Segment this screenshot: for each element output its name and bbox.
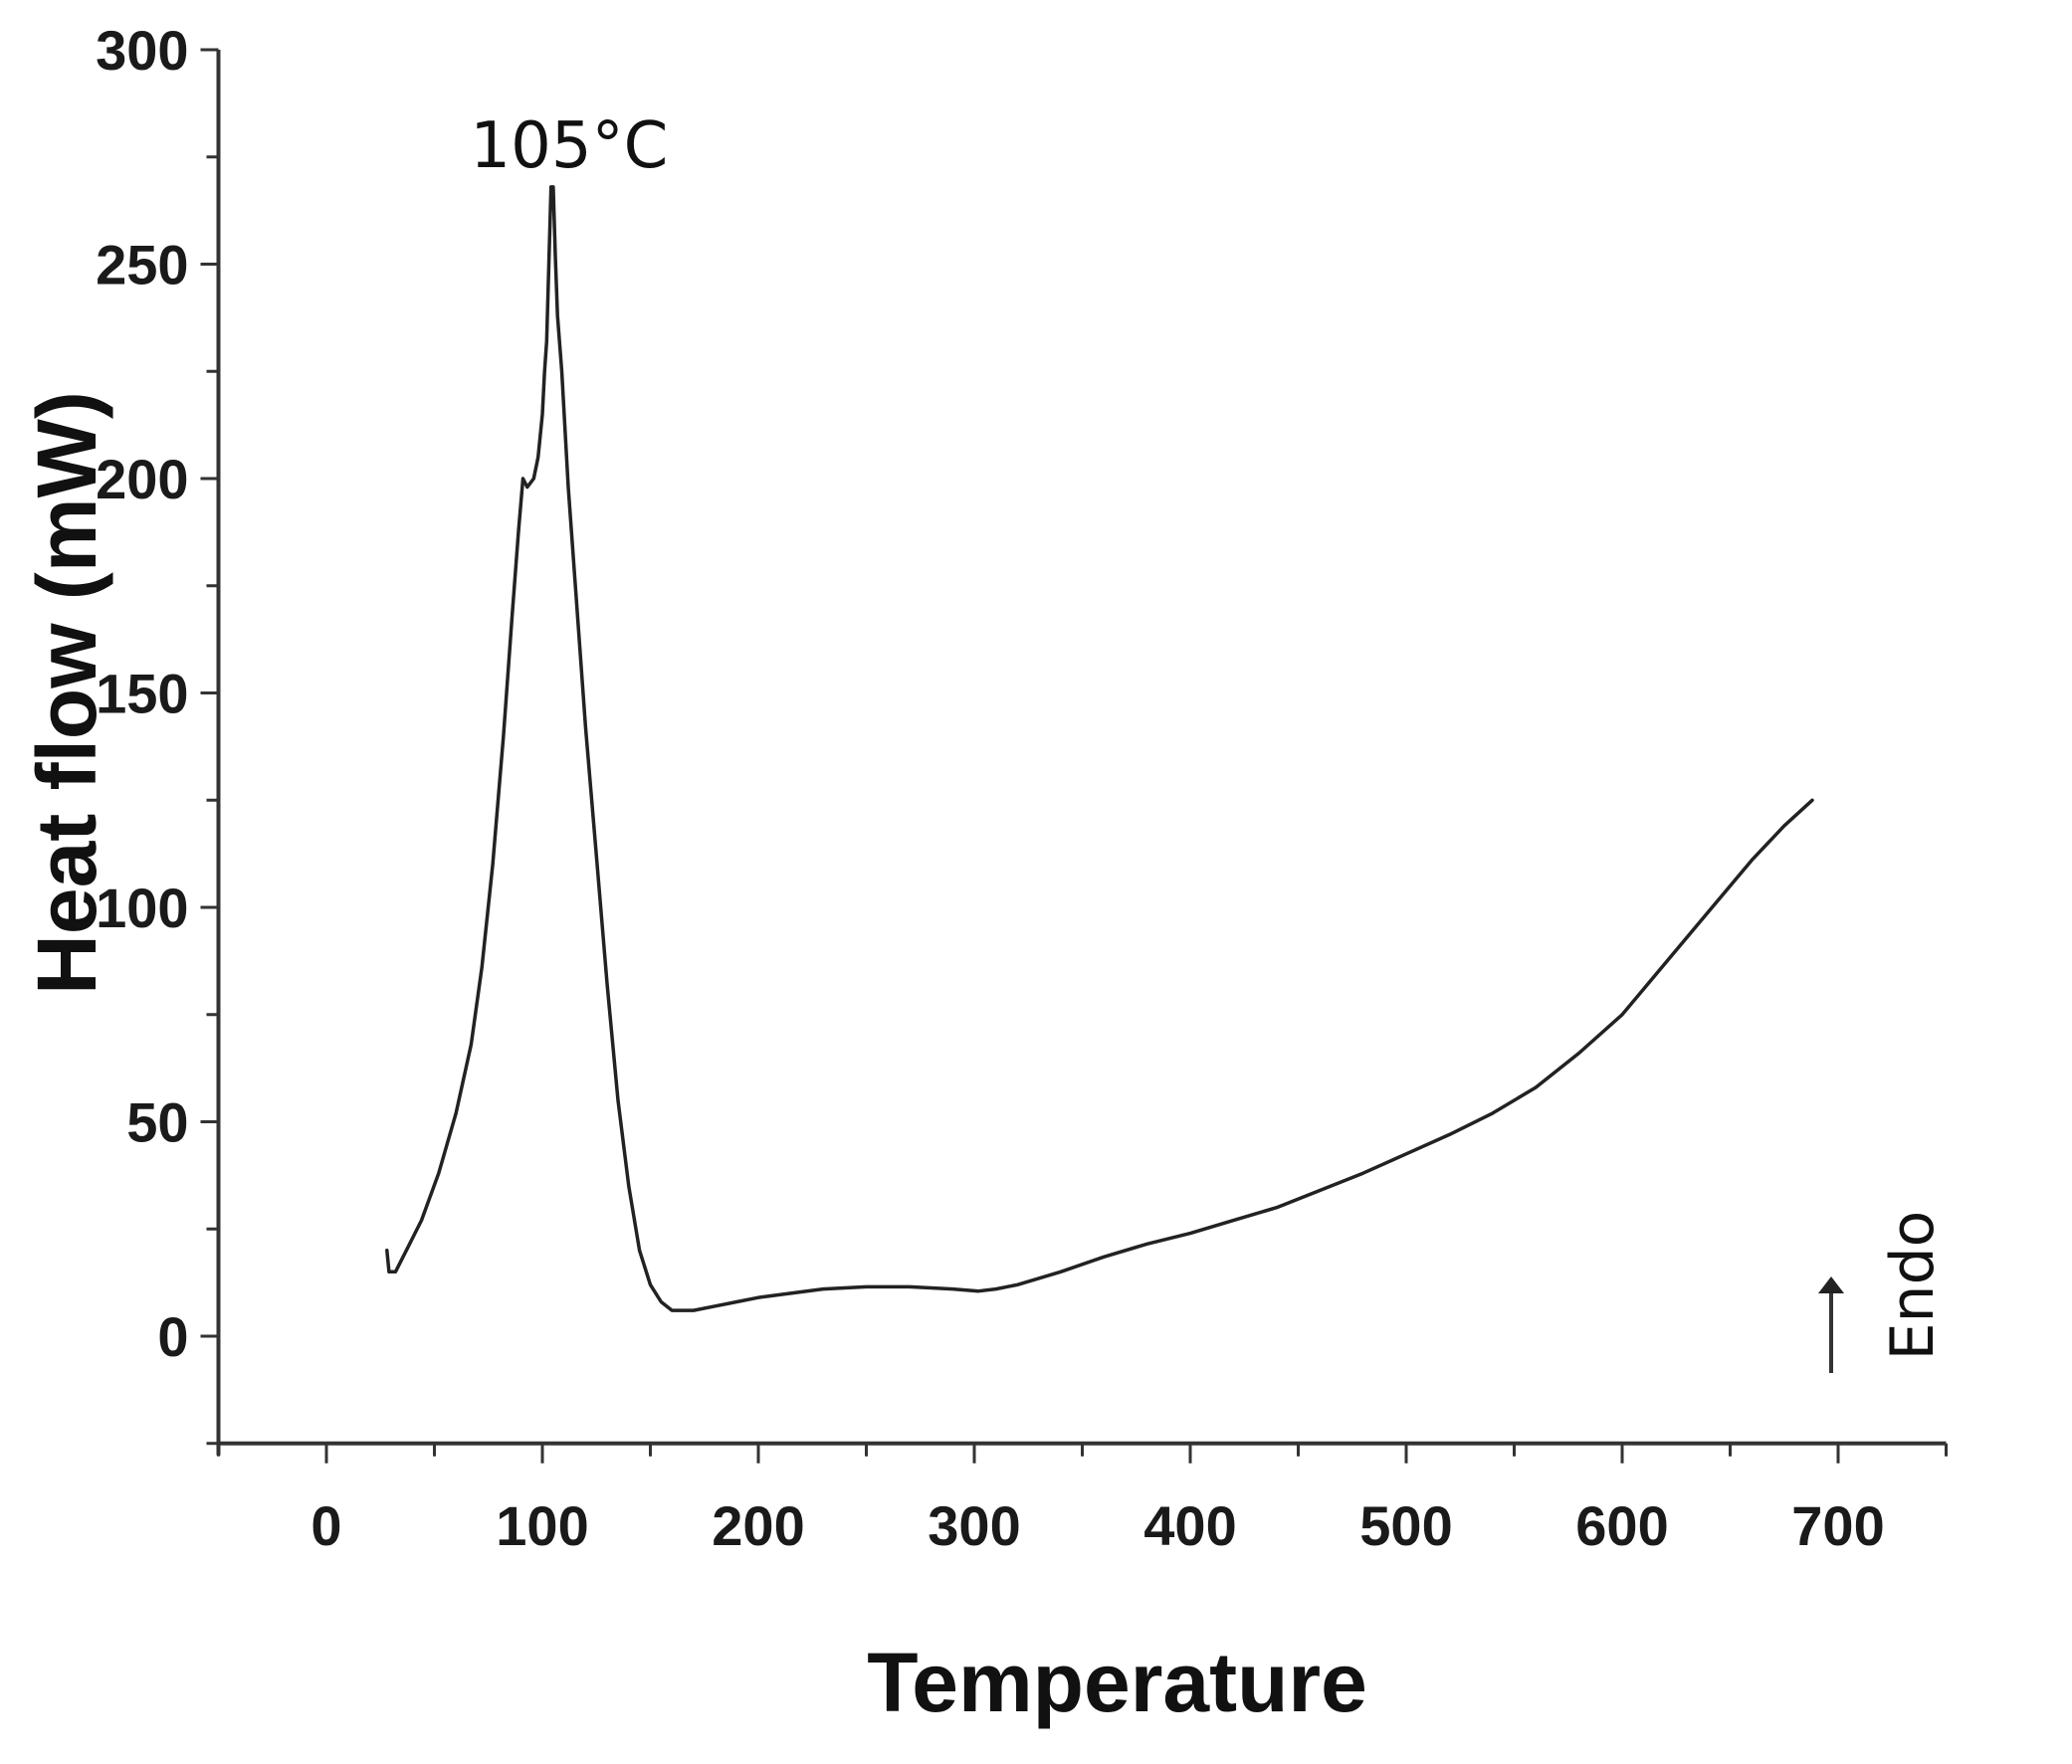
x-tick-label: 200	[712, 1494, 804, 1557]
peak-annotation: 105°C	[470, 109, 668, 183]
x-tick-label: 700	[1791, 1494, 1884, 1557]
y-tick-label: 150	[96, 663, 188, 725]
y-tick-label: 250	[96, 234, 188, 296]
y-tick-label: 50	[126, 1091, 188, 1154]
endo-arrow-head-icon	[1818, 1276, 1844, 1293]
y-tick-label: 100	[96, 877, 188, 939]
x-axis-title: Temperature	[867, 1636, 1367, 1729]
x-tick-label: 300	[928, 1494, 1020, 1557]
y-axis-ticks	[200, 48, 219, 1446]
x-tick-label: 400	[1143, 1494, 1236, 1557]
axes	[216, 50, 1947, 1456]
endo-label: Endo	[1878, 1211, 1948, 1361]
x-axis-ticks	[217, 1443, 1948, 1464]
y-axis-tick-labels: 0 50 100 150 200 250 300	[96, 19, 188, 1368]
endo-indicator: Endo	[1818, 1211, 1948, 1373]
y-tick-label: 300	[96, 19, 188, 82]
y-axis-title: Heat flow (mW)	[20, 391, 113, 995]
x-tick-label: 100	[496, 1494, 588, 1557]
x-tick-label: 600	[1575, 1494, 1668, 1557]
y-tick-label: 200	[96, 448, 188, 510]
x-tick-label: 0	[311, 1494, 341, 1557]
x-axis-tick-labels: 0 100 200 300 400 500 600 700	[311, 1494, 1884, 1557]
x-tick-label: 500	[1359, 1494, 1452, 1557]
y-tick-label: 0	[157, 1305, 188, 1368]
heat-flow-series-line	[385, 185, 1814, 1312]
